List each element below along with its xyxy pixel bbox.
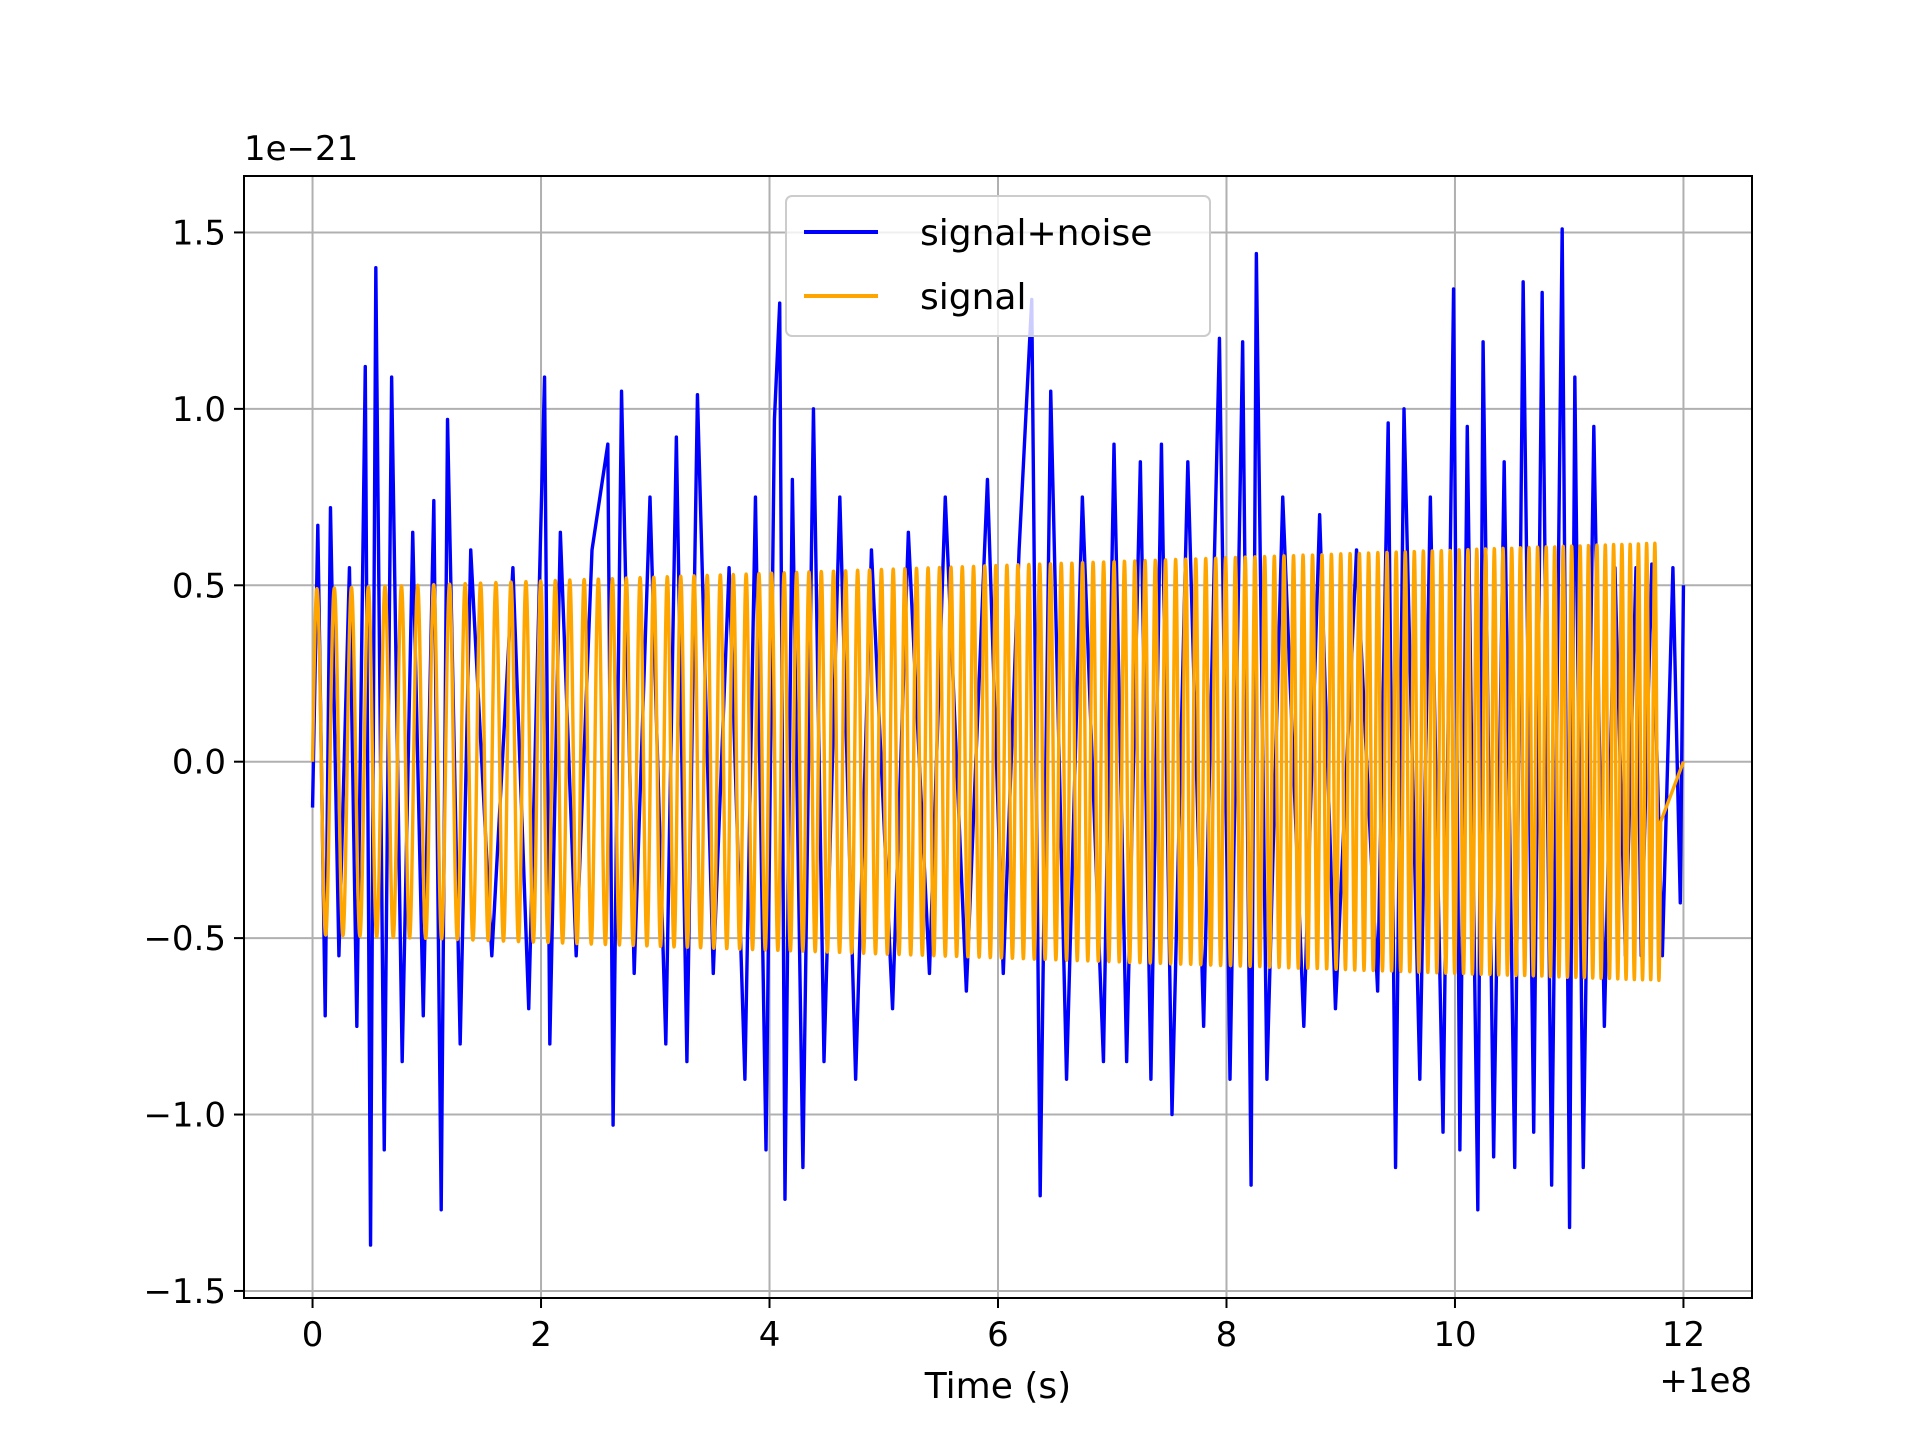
- x-tick-label: 6: [987, 1315, 1009, 1355]
- x-tick-label: 0: [302, 1315, 324, 1355]
- x-axis-label: Time (s): [924, 1366, 1071, 1407]
- y-tick-label: −1.5: [143, 1272, 226, 1312]
- x-tick-label: 12: [1662, 1315, 1705, 1355]
- legend-entry-signal: signal: [920, 277, 1027, 318]
- x-tick-label: 2: [530, 1315, 552, 1355]
- legend-box: [785, 195, 1211, 337]
- y-tick-label: −1.0: [143, 1096, 226, 1136]
- legend-entry-signal-noise: signal+noise: [920, 213, 1152, 254]
- x-tick-label: 4: [759, 1315, 781, 1355]
- y-tick-label: −0.5: [143, 919, 226, 959]
- x-tick-label: 10: [1433, 1315, 1476, 1355]
- series-signal-line: [310, 541, 1686, 983]
- x-offset-text: +1e8: [1659, 1361, 1752, 1401]
- y-tick-label: 1.0: [172, 390, 226, 430]
- plot-area: [310, 227, 1686, 1247]
- y-tick-label: 0.5: [172, 566, 226, 606]
- y-offset-text: 1e−21: [244, 129, 358, 169]
- x-tick-label: 8: [1216, 1315, 1238, 1355]
- y-tick-label: 1.5: [172, 213, 226, 253]
- legend[interactable]: signal+noise signal: [785, 195, 1211, 337]
- ticks: 0 2 4 6 8 10 12 −1.5 −1.0 −0.5 0.0 0.5 1.0 1.5: [143, 213, 1705, 1355]
- y-tick-label: 0.0: [172, 743, 226, 783]
